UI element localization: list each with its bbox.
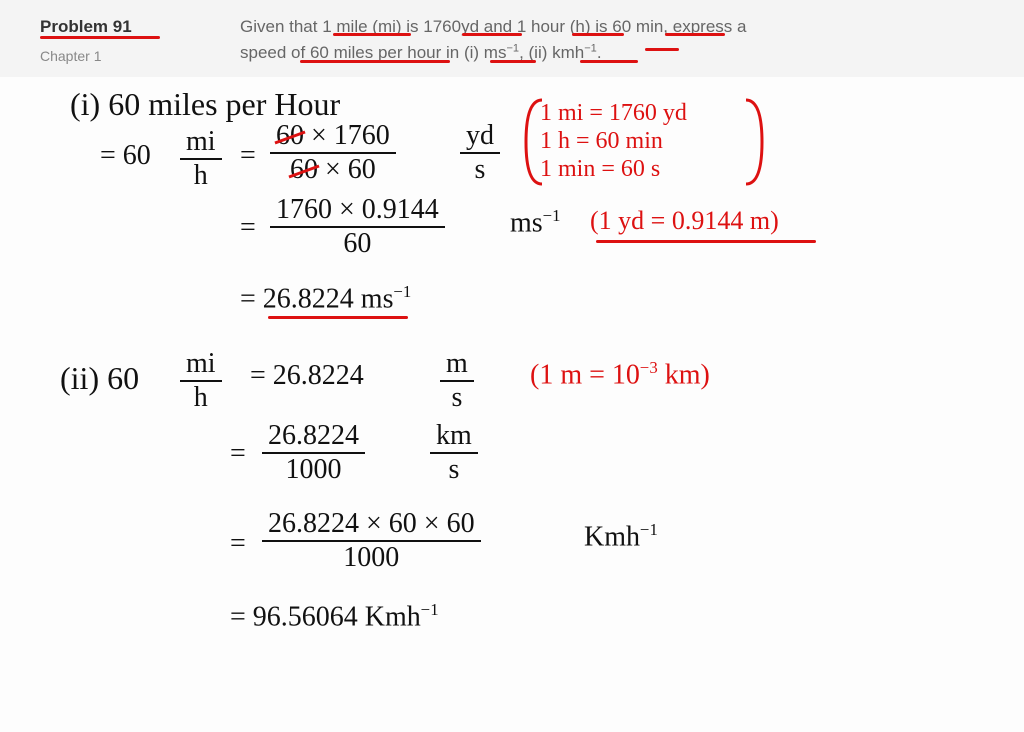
frac-yd-s: yds	[460, 122, 500, 184]
red-underline	[462, 33, 522, 36]
s-label: s	[460, 154, 500, 184]
conv-1: 1 mi = 1760 yd	[540, 100, 687, 127]
part-i-title: (i) 60 miles per Hour	[70, 86, 340, 123]
conv-4: (1 yd = 0.9144 m)	[590, 206, 779, 236]
red-underline	[333, 33, 411, 36]
ans-i-text: = 26.8224 ms	[240, 283, 393, 314]
frac-mi-h: mih	[180, 128, 222, 190]
s-label-2: s	[440, 382, 474, 412]
frac-4: 26.8224 × 60 × 601000	[262, 510, 481, 572]
num-4: 26.8224 × 60 × 60	[262, 510, 481, 542]
conv-2: 1 h = 60 min	[540, 128, 663, 155]
equals-2: =	[240, 212, 256, 244]
red-underline	[580, 60, 638, 63]
mi-label: mi	[180, 128, 222, 160]
h-label: h	[180, 160, 222, 190]
mi-label-2: mi	[180, 350, 222, 382]
equals-4: =	[230, 528, 246, 560]
unit-kmh-1: Kmh−1	[584, 520, 658, 553]
problem-prompt: Given that 1 mile (mi) is 1760yd and 1 h…	[240, 14, 1004, 65]
answer-ii: = 96.56064 Kmh−1	[230, 600, 439, 633]
red-underline	[40, 36, 160, 39]
ans-i-underline	[268, 316, 408, 319]
conv4-underline	[596, 240, 816, 243]
red-underline	[490, 60, 536, 63]
m-label: m	[440, 350, 474, 382]
red-underline	[665, 33, 725, 36]
km-label: km	[430, 422, 478, 454]
prompt-line-2a: speed of 60 miles per hour in (i) ms	[240, 43, 506, 62]
den-3: 1000	[262, 454, 365, 484]
exp-2: −1	[584, 42, 597, 54]
frac-km-s: kms	[430, 422, 478, 484]
bracket-right-1	[740, 96, 766, 188]
conv5-exp: −3	[640, 358, 658, 377]
neg1-d: −1	[421, 600, 439, 619]
num-2: 1760 × 0.9144	[270, 196, 445, 228]
kmh-label: Kmh	[584, 521, 640, 552]
red-underline	[572, 33, 624, 36]
frac-3: 26.82241000	[262, 422, 365, 484]
red-underline	[300, 60, 450, 63]
neg1-a: −1	[543, 206, 561, 225]
conv5-a: 1 m = 10	[539, 359, 640, 390]
conv5-b: km	[658, 359, 701, 390]
part-ii-rhs: = 26.8224	[250, 360, 364, 392]
unit-ms-1: ms−1	[510, 206, 561, 239]
ans-ii-text: = 96.56064 Kmh	[230, 601, 421, 632]
conv-3: 1 min = 60 s	[540, 156, 660, 183]
den-4: 1000	[262, 542, 481, 572]
answer-i: = 26.8224 ms−1	[240, 282, 411, 315]
equals-1: =	[240, 140, 256, 172]
s-label-3: s	[430, 454, 478, 484]
red-underline	[645, 48, 679, 51]
den-2: 60	[270, 228, 445, 258]
part-ii-lhs: (ii) 60	[60, 360, 139, 397]
frac-2: 1760 × 0.914460	[270, 196, 445, 258]
cancel-60-top: 60	[276, 120, 304, 151]
prompt-line-2c: .	[597, 43, 602, 62]
yd-label: yd	[460, 122, 500, 154]
eq-60: = 60	[100, 140, 151, 172]
frac-1: 60 × 1760 60 × 60	[270, 122, 396, 184]
prompt-line-2b: , (ii) kmh	[519, 43, 584, 62]
neg1-b: −1	[393, 282, 411, 301]
cancel-60-bot: 60	[290, 154, 318, 185]
equals-3: =	[230, 438, 246, 470]
num-3: 26.8224	[262, 422, 365, 454]
frac-m-s: ms	[440, 350, 474, 412]
exp-1: −1	[506, 42, 519, 54]
bracket-left-1	[522, 96, 548, 188]
h-label-2: h	[180, 382, 222, 412]
frac-mi-h-2: mih	[180, 350, 222, 412]
neg1-c: −1	[640, 520, 658, 539]
ms-label: ms	[510, 207, 543, 238]
conv-5: (1 m = 10−3 km)	[530, 358, 710, 391]
conv4-text: 1 yd = 0.9144 m	[599, 206, 770, 235]
